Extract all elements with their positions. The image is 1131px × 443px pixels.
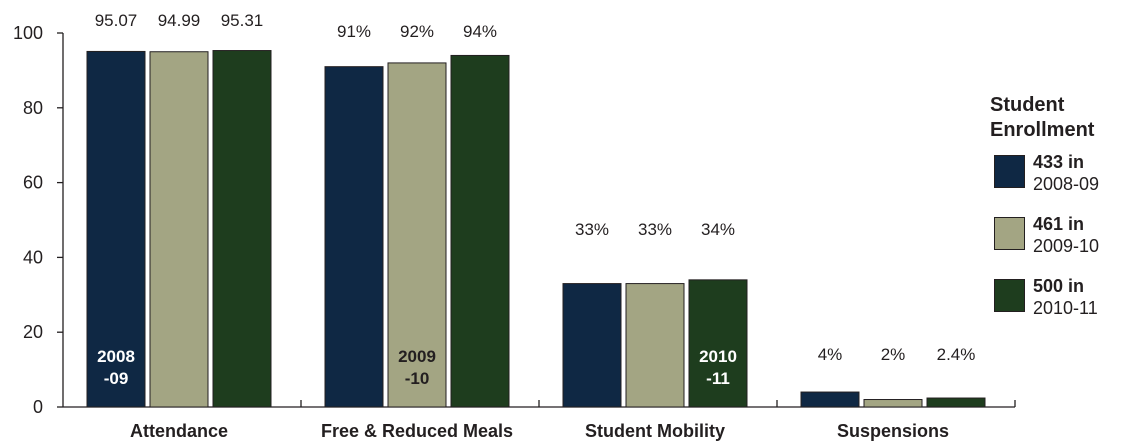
x-tick-label: Attendance <box>130 421 228 441</box>
y-tick-label: 100 <box>13 23 43 43</box>
chart-labels: 0 20 40 60 80 100 95.07 94.99 95.31 Attendance 91%… <box>13 11 975 441</box>
legend-year: 2010-11 <box>1033 298 1098 318</box>
legend-item-2009-10: 461 in 2009-10 <box>990 213 1131 275</box>
x-tick-label: Student Mobility <box>585 421 725 441</box>
legend-swatch <box>994 155 1025 188</box>
legend-swatch <box>994 279 1025 312</box>
legend: Student Enrollment 433 in 2008-09 461 in… <box>990 93 1131 337</box>
bar-2010-11-3 <box>926 397 986 408</box>
y-tick-label: 40 <box>23 247 43 267</box>
bar-2010-11-1 <box>450 54 510 408</box>
chart-bars <box>86 50 986 408</box>
data-label: 95.31 <box>221 11 264 30</box>
y-tick-label: 80 <box>23 98 43 118</box>
data-label: 4% <box>818 345 843 364</box>
bar-2010-11-2 <box>688 279 748 408</box>
bar-2008-09-1 <box>324 66 384 408</box>
bar-2010-11-0 <box>212 50 272 408</box>
bar-2009-10-1 <box>387 62 447 408</box>
bar-2008-09-3 <box>800 391 860 408</box>
data-label: 33% <box>575 220 609 239</box>
data-label: 91% <box>337 22 371 41</box>
legend-text: 433 in 2008-09 <box>1033 151 1099 195</box>
legend-text: 461 in 2009-10 <box>1033 213 1099 257</box>
bar-2009-10-2 <box>625 283 685 408</box>
y-tick-label: 0 <box>33 397 43 417</box>
legend-title: Student Enrollment <box>990 93 1131 143</box>
legend-title-line-1: Student <box>990 94 1065 116</box>
bar-2008-09-2 <box>562 283 622 408</box>
in-bar-label: 2010 <box>699 347 737 366</box>
data-label: 95.07 <box>95 11 138 30</box>
in-bar-label: -09 <box>104 369 129 388</box>
in-bar-label: 2009 <box>398 347 436 366</box>
in-bar-label: 2008 <box>97 347 135 366</box>
legend-year: 2009-10 <box>1033 236 1100 256</box>
legend-enrollment-count: 433 in <box>1033 152 1085 172</box>
legend-swatch <box>994 217 1025 250</box>
data-label: 92% <box>400 22 434 41</box>
y-tick-label: 60 <box>23 173 43 193</box>
bar-2009-10-0 <box>149 51 209 408</box>
bar-2008-09-0 <box>86 50 146 408</box>
bar-2009-10-3 <box>863 399 923 408</box>
data-label: 33% <box>638 220 672 239</box>
data-label: 2.4% <box>937 345 976 364</box>
y-tick-label: 20 <box>23 322 43 342</box>
legend-item-2010-11: 500 in 2010-11 <box>990 275 1131 337</box>
data-label: 2% <box>881 345 906 364</box>
legend-enrollment-count: 461 in <box>1033 214 1085 234</box>
x-tick-label: Suspensions <box>837 421 949 441</box>
data-label: 94.99 <box>158 11 201 30</box>
legend-text: 500 in 2010-11 <box>1033 275 1098 319</box>
legend-item-2008-09: 433 in 2008-09 <box>990 151 1131 213</box>
legend-title-line-2: Enrollment <box>990 119 1095 141</box>
data-label: 34% <box>701 220 735 239</box>
legend-enrollment-count: 500 in <box>1033 276 1085 296</box>
x-tick-label: Free & Reduced Meals <box>321 421 513 441</box>
in-bar-label: -10 <box>405 369 430 388</box>
data-label: 94% <box>463 22 497 41</box>
in-bar-label: -11 <box>706 369 730 388</box>
legend-year: 2008-09 <box>1033 174 1100 194</box>
